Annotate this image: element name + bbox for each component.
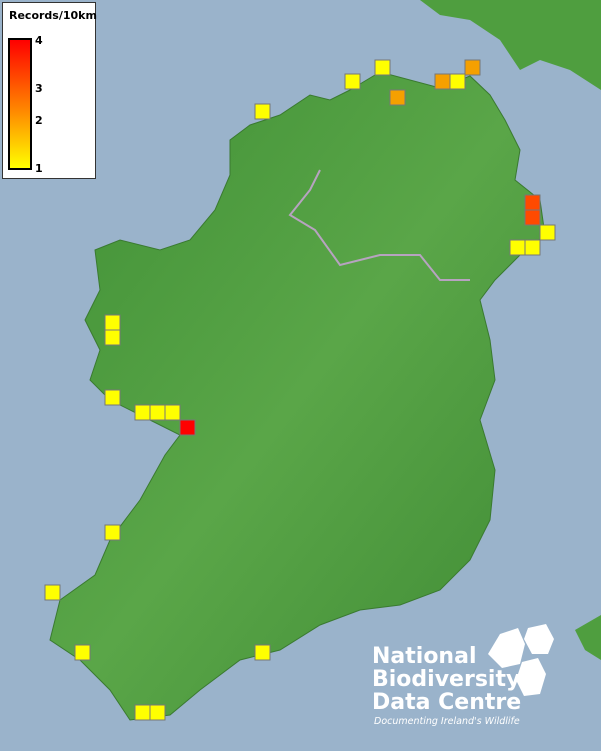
logo-tagline: Documenting Ireland's Wildlife (374, 716, 520, 727)
record-square[interactable] (449, 73, 466, 90)
record-square[interactable] (149, 404, 166, 421)
logo-line3: Data Centre (372, 690, 522, 715)
record-square[interactable] (179, 419, 196, 436)
legend-tick-4: 4 (35, 34, 43, 47)
record-square[interactable] (164, 404, 181, 421)
legend: Records/10km 4 3 2 1 (2, 2, 97, 179)
ireland-landmass (49, 71, 546, 721)
record-square[interactable] (539, 224, 556, 241)
nbdc-logo: National Biodiversity Data Centre Docume… (372, 624, 562, 734)
border-line (288, 169, 470, 281)
logo-line1: National (372, 644, 477, 669)
record-square[interactable] (464, 59, 481, 76)
legend-tick-1: 1 (35, 162, 43, 175)
wales-landmass (575, 615, 601, 660)
record-square[interactable] (524, 194, 541, 211)
record-square[interactable] (524, 209, 541, 226)
record-square[interactable] (389, 89, 406, 106)
record-square[interactable] (134, 404, 151, 421)
logo-line2: Biodiversity (372, 667, 521, 692)
record-square[interactable] (104, 524, 121, 541)
record-square[interactable] (104, 389, 121, 406)
record-square[interactable] (104, 329, 121, 346)
scotland-landmass (420, 0, 601, 90)
legend-tick-3: 3 (35, 82, 43, 95)
logo-hexagons-icon (488, 624, 554, 696)
record-square[interactable] (254, 103, 271, 120)
record-square[interactable] (149, 704, 166, 721)
record-square[interactable] (74, 644, 91, 661)
record-square[interactable] (509, 239, 526, 256)
record-square[interactable] (104, 314, 121, 331)
legend-color-bar (8, 38, 32, 170)
record-square[interactable] (524, 239, 541, 256)
record-square[interactable] (434, 73, 451, 90)
legend-title: Records/10km (9, 9, 97, 22)
record-square[interactable] (344, 73, 361, 90)
legend-tick-2: 2 (35, 114, 43, 127)
record-square[interactable] (254, 644, 271, 661)
record-square[interactable] (44, 584, 61, 601)
record-square[interactable] (134, 704, 151, 721)
record-square[interactable] (374, 59, 391, 76)
